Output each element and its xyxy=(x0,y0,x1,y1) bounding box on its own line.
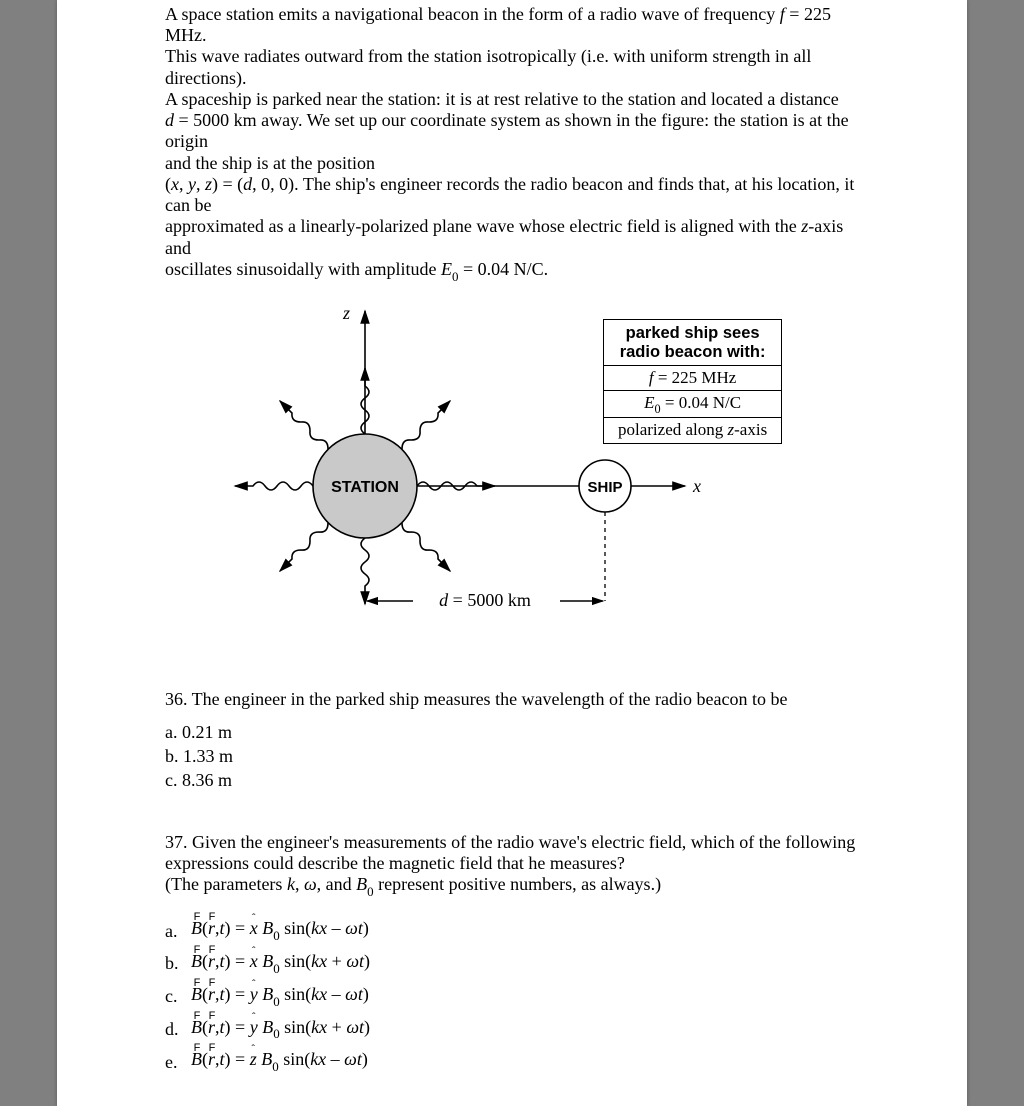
var-y: y xyxy=(188,174,196,194)
intro-text: A spaceship is parked near the station: … xyxy=(165,89,839,109)
q37-text: , xyxy=(295,874,304,894)
intro-text: = 5000 km away. We set up our coordinate… xyxy=(165,110,849,151)
intro-text: , xyxy=(179,174,188,194)
q36-options: a. 0.21 m b. 1.33 m c. 8.36 m xyxy=(165,722,859,792)
info-hdr-2: radio beacon with: xyxy=(620,343,766,361)
q37-opt-d: d. FB(Fr,t) = ˆy B0 sin(kx + ωt) xyxy=(165,1011,859,1041)
intro-paragraph: A space station emits a navigational bea… xyxy=(165,4,859,283)
opt-label: a. xyxy=(165,921,191,942)
q37-text: (The parameters xyxy=(165,874,287,894)
subscript: 0 xyxy=(452,269,458,284)
q37-line2: expressions could describe the magnetic … xyxy=(165,853,859,874)
info-text: polarized along xyxy=(618,420,728,439)
opt-label: e. xyxy=(165,1052,191,1073)
var-d: d xyxy=(165,110,174,130)
info-row: E0 = 0.04 N/C xyxy=(604,390,781,418)
q37-opt-c: c. FB(Fr,t) = ˆy B0 sin(kx – ωt) xyxy=(165,978,859,1008)
x-axis-label: x xyxy=(693,476,701,497)
var-x: x xyxy=(171,174,179,194)
intro-text: This wave radiates outward from the stat… xyxy=(165,46,811,87)
intro-text: , 0, 0). The ship's engineer records the… xyxy=(165,174,854,215)
info-header: parked ship sees radio beacon with: xyxy=(604,320,781,365)
q37-options: a. FB(Fr,t) = ˆx B0 sin(kx – ωt) b. FB(F… xyxy=(165,912,859,1073)
formula: FB(Fr,t) = ˆy B0 sin(kx – ωt) xyxy=(191,978,369,1008)
formula: FB(Fr,t) = ˆz B0 sin(kx – ωt) xyxy=(191,1043,368,1073)
info-val: = 225 MHz xyxy=(654,368,737,387)
info-box: parked ship sees radio beacon with: f = … xyxy=(603,319,782,444)
intro-text: = 0.04 N/C. xyxy=(458,259,548,279)
intro-text: , xyxy=(196,174,205,194)
intro-text: ) = ( xyxy=(212,174,243,194)
q37-opt-b: b. FB(Fr,t) = ˆx B0 sin(kx + ωt) xyxy=(165,945,859,975)
svg-text:d = 5000 km: d = 5000 km xyxy=(439,590,531,610)
q37-line1: 37. Given the engineer's measurements of… xyxy=(165,832,859,853)
opt-label: c. xyxy=(165,986,191,1007)
intro-text: A space station emits a navigational bea… xyxy=(165,4,780,24)
z-axis-label: z xyxy=(343,303,350,324)
intro-text: oscillates sinusoidally with amplitude xyxy=(165,259,441,279)
var-E: E xyxy=(441,259,452,279)
subscript: 0 xyxy=(655,402,661,416)
q37-opt-e: e. FB(Fr,t) = ˆz B0 sin(kx – ωt) xyxy=(165,1043,859,1073)
var-z: z xyxy=(205,174,212,194)
text-content: A space station emits a navigational bea… xyxy=(165,4,859,1073)
info-val: = 0.04 N/C xyxy=(661,393,741,412)
question-37: 37. Given the engineer's measurements of… xyxy=(165,832,859,1074)
intro-text: and the ship is at the position xyxy=(165,153,375,173)
opt-label: b. xyxy=(165,953,191,974)
info-row: polarized along z-axis xyxy=(604,417,781,442)
formula: FB(Fr,t) = ˆx B0 sin(kx – ωt) xyxy=(191,912,369,942)
document-page: A space station emits a navigational bea… xyxy=(57,0,967,1106)
q37-text: represent positive numbers, as always.) xyxy=(374,874,661,894)
ship-label: SHIP xyxy=(587,479,622,496)
info-hdr-1: parked ship sees xyxy=(626,324,760,342)
diagram-figure: STATION SHIP d = 5000 km z xyxy=(185,301,885,661)
question-36: 36. The engineer in the parked ship meas… xyxy=(165,689,859,792)
q37-line3: (The parameters k, ω, and B0 represent p… xyxy=(165,874,859,898)
info-text: -axis xyxy=(734,420,767,439)
opt-label: d. xyxy=(165,1019,191,1040)
page-container: A space station emits a navigational bea… xyxy=(0,0,1024,1106)
info-row: f = 225 MHz xyxy=(604,365,781,390)
q36-opt-c: c. 8.36 m xyxy=(165,770,859,791)
var-B: B xyxy=(356,874,367,894)
var-d: d xyxy=(243,174,252,194)
formula: FB(Fr,t) = ˆx B0 sin(kx + ωt) xyxy=(191,945,370,975)
q37-text: , and xyxy=(317,874,357,894)
var-E: E xyxy=(644,393,654,412)
subscript: 0 xyxy=(367,884,373,899)
q36-text: 36. The engineer in the parked ship meas… xyxy=(165,689,859,710)
var-k: k xyxy=(287,874,295,894)
station-label: STATION xyxy=(331,479,399,496)
formula: FB(Fr,t) = ˆy B0 sin(kx + ωt) xyxy=(191,1011,370,1041)
intro-text: approximated as a linearly-polarized pla… xyxy=(165,216,801,236)
q36-opt-b: b. 1.33 m xyxy=(165,746,859,767)
q37-opt-a: a. FB(Fr,t) = ˆx B0 sin(kx – ωt) xyxy=(165,912,859,942)
q36-opt-a: a. 0.21 m xyxy=(165,722,859,743)
var-omega: ω xyxy=(304,874,317,894)
